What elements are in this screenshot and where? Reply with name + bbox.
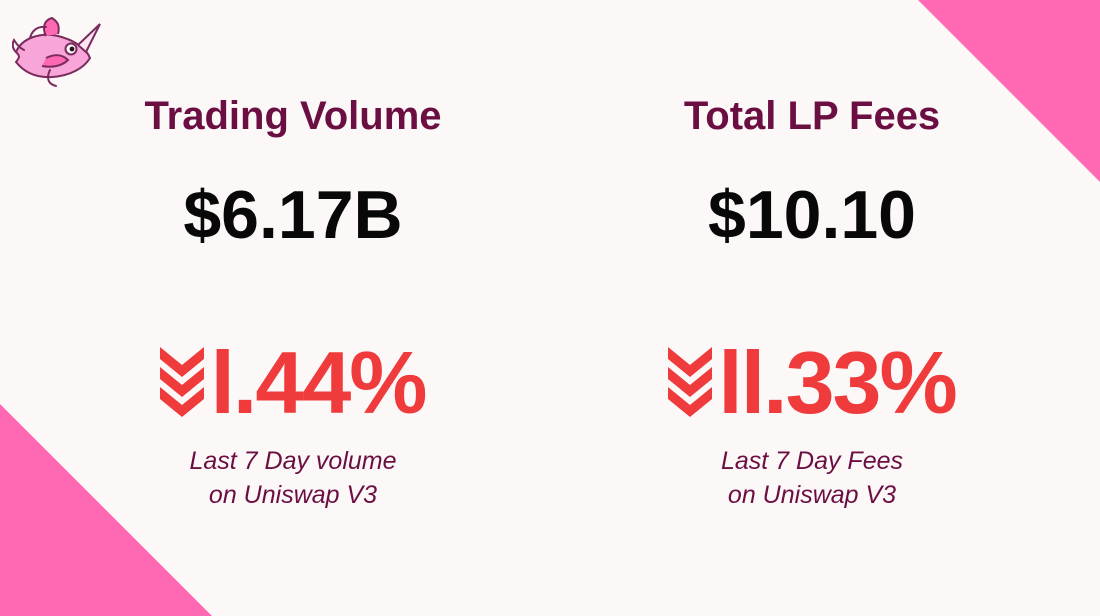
pink-corner-bottom-left bbox=[0, 404, 212, 616]
trading-volume-caption: Last 7 Day volume on Uniswap V3 bbox=[73, 444, 513, 512]
total-lp-fees-change-percent: ll.33% bbox=[718, 333, 957, 432]
trading-volume-title: Trading Volume bbox=[144, 94, 442, 138]
trading-volume-caption-line-1: Last 7 Day volume bbox=[189, 447, 397, 475]
trading-volume-change: l.44% bbox=[73, 335, 513, 431]
trading-volume-caption-line-2: on Uniswap V3 bbox=[208, 481, 378, 509]
pink-corner-top-right bbox=[918, 0, 1100, 182]
total-lp-fees-value: $10.10 bbox=[708, 177, 916, 253]
trading-volume-change-percent: l.44% bbox=[210, 333, 427, 432]
trading-volume-card: Trading Volume $6.17B l.44% Last 7 Day v… bbox=[73, 0, 513, 616]
double-chevron-down-icon bbox=[668, 347, 713, 417]
unicorn-fish-icon bbox=[12, 16, 101, 87]
total-lp-fees-caption: Last 7 Day Fees on Uniswap V3 bbox=[592, 444, 1032, 512]
total-lp-fees-change: ll.33% bbox=[592, 335, 1032, 431]
double-chevron-down-icon bbox=[160, 347, 205, 417]
total-lp-fees-caption-line-1: Last 7 Day Fees bbox=[720, 447, 904, 475]
total-lp-fees-caption-line-2: on Uniswap V3 bbox=[727, 481, 897, 509]
trading-volume-value: $6.17B bbox=[183, 177, 403, 253]
total-lp-fees-card: Total LP Fees $10.10 ll.33% Last 7 Day F… bbox=[592, 0, 1032, 616]
total-lp-fees-title: Total LP Fees bbox=[683, 94, 941, 138]
